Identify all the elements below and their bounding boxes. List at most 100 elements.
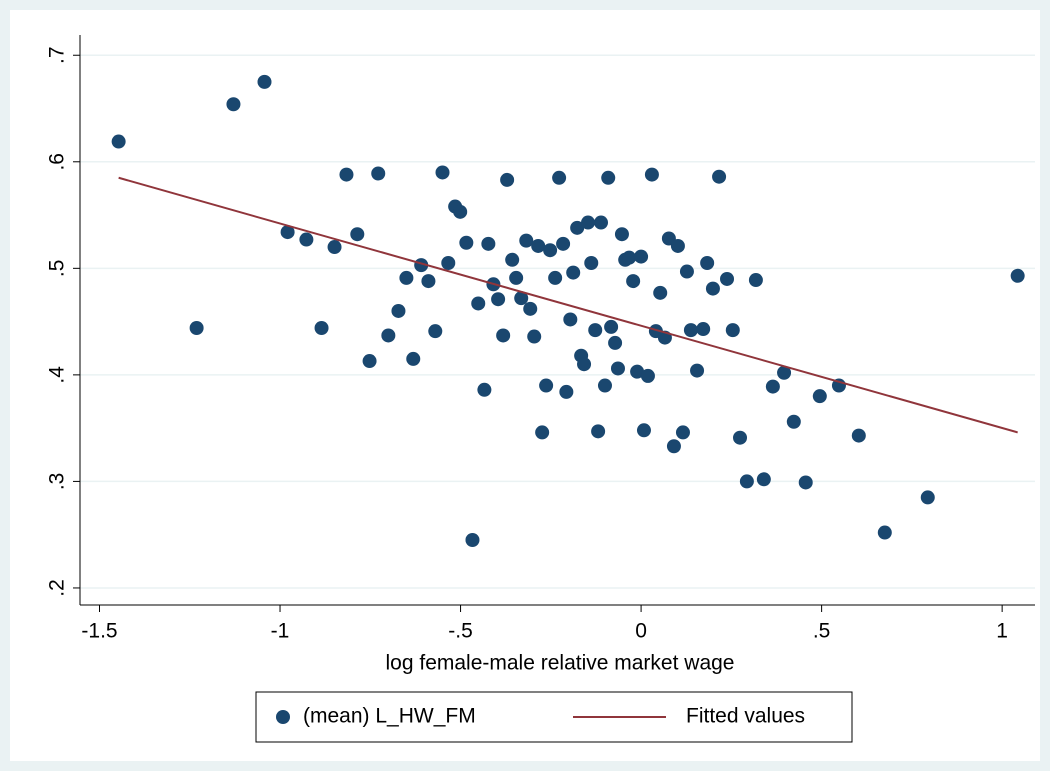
point bbox=[477, 382, 492, 397]
point bbox=[391, 303, 406, 318]
graph-region bbox=[10, 10, 1040, 761]
point bbox=[748, 273, 763, 288]
point bbox=[705, 281, 720, 296]
point bbox=[531, 238, 546, 253]
point bbox=[559, 384, 574, 399]
point bbox=[471, 296, 486, 311]
point bbox=[636, 423, 651, 438]
point bbox=[608, 335, 623, 350]
point bbox=[777, 365, 792, 380]
x-tick-label: .5 bbox=[813, 620, 831, 643]
x-tick-label: 0 bbox=[635, 620, 647, 643]
point bbox=[481, 236, 496, 251]
point bbox=[491, 292, 506, 307]
point bbox=[679, 264, 694, 279]
point bbox=[523, 301, 538, 316]
point bbox=[570, 220, 585, 235]
point bbox=[435, 165, 450, 180]
point bbox=[543, 243, 558, 258]
point bbox=[584, 256, 599, 270]
point bbox=[527, 329, 542, 344]
point bbox=[257, 74, 272, 89]
point bbox=[798, 475, 813, 490]
point bbox=[500, 172, 515, 187]
point bbox=[653, 285, 668, 300]
point bbox=[610, 361, 625, 376]
point bbox=[756, 472, 771, 487]
point bbox=[877, 525, 892, 540]
y-tick-label: .7 bbox=[46, 46, 69, 64]
y-tick-label: .2 bbox=[46, 579, 69, 597]
fitted-line bbox=[118, 176, 1018, 434]
point bbox=[720, 271, 735, 286]
point bbox=[581, 215, 596, 230]
point bbox=[421, 274, 436, 289]
x-tick-label: 1 bbox=[996, 620, 1008, 643]
point bbox=[299, 232, 314, 247]
point bbox=[666, 439, 681, 454]
y-tick-label: .5 bbox=[46, 260, 69, 278]
point bbox=[739, 474, 754, 489]
point bbox=[371, 166, 386, 181]
point bbox=[851, 428, 866, 443]
point bbox=[327, 240, 342, 255]
point bbox=[644, 167, 659, 182]
point bbox=[465, 533, 480, 548]
point bbox=[577, 357, 592, 372]
point bbox=[591, 424, 606, 439]
point bbox=[566, 265, 581, 280]
point bbox=[189, 320, 204, 335]
point bbox=[725, 323, 740, 338]
point bbox=[601, 170, 616, 185]
point bbox=[597, 378, 612, 393]
point bbox=[509, 270, 524, 285]
point bbox=[548, 270, 563, 285]
point bbox=[640, 368, 655, 383]
point bbox=[381, 328, 396, 343]
point bbox=[226, 97, 241, 112]
point bbox=[696, 322, 711, 337]
x-tick-label: -.5 bbox=[448, 620, 473, 643]
point bbox=[626, 274, 641, 289]
point bbox=[812, 389, 827, 404]
y-tick-label: .4 bbox=[46, 366, 69, 384]
point bbox=[453, 204, 468, 219]
point bbox=[588, 323, 603, 338]
point bbox=[496, 328, 511, 343]
point bbox=[675, 425, 690, 440]
x-axis-label: log female-male relative market wage bbox=[386, 652, 735, 675]
point bbox=[535, 425, 550, 440]
point bbox=[556, 236, 571, 251]
point bbox=[1010, 268, 1025, 283]
point bbox=[514, 291, 529, 306]
x-tick-label: -1 bbox=[271, 620, 290, 643]
point bbox=[441, 256, 456, 270]
point bbox=[733, 430, 748, 445]
legend-key bbox=[276, 710, 290, 724]
legend-box bbox=[255, 691, 853, 743]
y-tick-label: .3 bbox=[46, 473, 69, 491]
point bbox=[505, 252, 520, 267]
point bbox=[339, 167, 354, 182]
point bbox=[314, 320, 329, 335]
point bbox=[428, 324, 443, 339]
point bbox=[634, 249, 649, 264]
point bbox=[519, 233, 534, 248]
point bbox=[406, 351, 421, 366]
point bbox=[280, 225, 295, 240]
point bbox=[920, 490, 935, 505]
point bbox=[630, 364, 645, 379]
point bbox=[670, 238, 685, 253]
point bbox=[594, 215, 609, 230]
point bbox=[552, 170, 567, 185]
point bbox=[700, 256, 715, 270]
point bbox=[459, 235, 474, 250]
point bbox=[622, 250, 637, 265]
point bbox=[614, 227, 629, 242]
point bbox=[539, 378, 554, 393]
point bbox=[399, 270, 414, 285]
point bbox=[683, 323, 698, 338]
legend-label: Fitted values bbox=[686, 705, 805, 728]
